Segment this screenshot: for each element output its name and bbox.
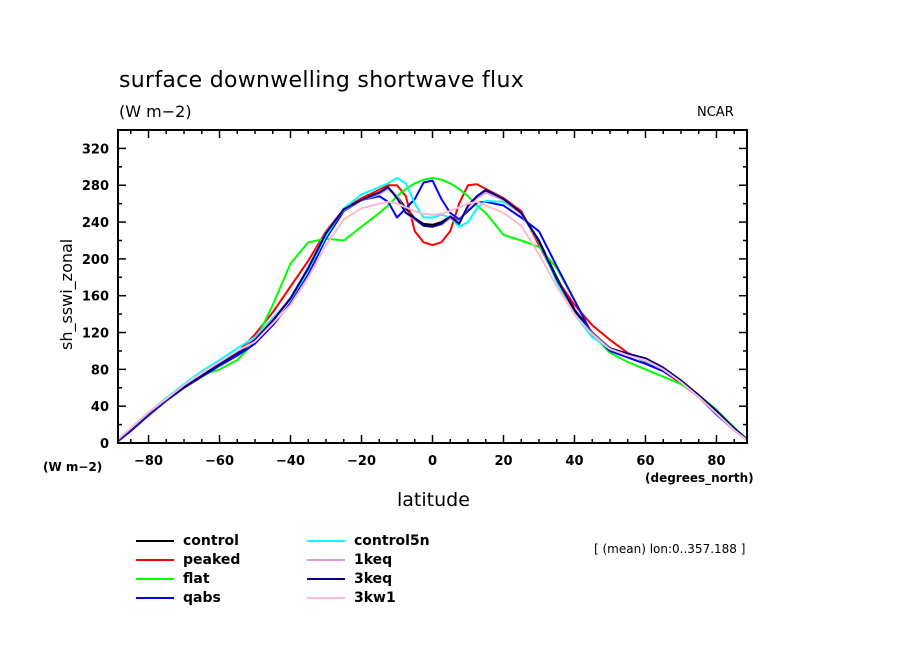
legend-item-peaked: peaked	[136, 551, 240, 569]
series-line-flat	[117, 176, 748, 441]
y-axis-units: (W m−2)	[43, 460, 103, 474]
series-line-peaked	[117, 183, 748, 441]
y-tick-label: 200	[82, 253, 109, 268]
y-tick-label: 0	[100, 437, 109, 452]
legend-swatch	[307, 597, 345, 599]
x-tick-label: −80	[134, 454, 163, 469]
series-line-3kw1	[117, 200, 748, 441]
averaging-note: [ (mean) lon:0..357.188 ]	[594, 542, 746, 556]
y-tick-label: 40	[91, 400, 109, 415]
legend-swatch	[307, 578, 345, 580]
legend-label: peaked	[183, 552, 241, 568]
x-tick-label: 60	[636, 454, 654, 469]
x-tick-label: 80	[707, 454, 725, 469]
legend-swatch	[136, 597, 174, 599]
x-tick-label: 20	[494, 454, 512, 469]
y-tick-label: 280	[82, 179, 109, 194]
y-tick-label: 240	[82, 216, 109, 231]
y-tick-label: 160	[82, 290, 109, 305]
legend-item-1keq: 1keq	[307, 551, 392, 569]
legend-label: flat	[183, 571, 210, 587]
x-tick-label: −20	[347, 454, 376, 469]
series-line-3keq	[117, 186, 748, 441]
x-tick-label: −60	[205, 454, 234, 469]
x-tick-label: 0	[428, 454, 437, 469]
legend-item-flat: flat	[136, 570, 210, 588]
legend-swatch	[136, 559, 174, 561]
x-axis-label: latitude	[397, 489, 470, 511]
legend-swatch	[307, 559, 345, 561]
x-axis-units: (degrees_north)	[645, 471, 754, 485]
legend-label: qabs	[183, 590, 221, 606]
legend-item-qabs: qabs	[136, 589, 221, 607]
legend-label: control5n	[354, 533, 430, 549]
y-tick-label: 320	[82, 142, 109, 157]
legend-item-control5n: control5n	[307, 532, 430, 550]
legend-item-3kw1: 3kw1	[307, 589, 396, 607]
chart-units: (W m−2)	[119, 102, 192, 121]
x-tick-label: 40	[565, 454, 583, 469]
series-line-control5n	[117, 176, 748, 441]
legend-label: 1keq	[354, 552, 393, 568]
chart-title: surface downwelling shortwave flux	[119, 68, 525, 93]
x-tick-label: −40	[276, 454, 305, 469]
legend-label: 3keq	[354, 571, 393, 587]
y-tick-label: 80	[91, 363, 109, 378]
legend-item-3keq: 3keq	[307, 570, 392, 588]
legend-item-control: control	[136, 532, 239, 550]
series-line-qabs	[117, 179, 748, 442]
legend-swatch	[307, 540, 345, 542]
legend-swatch	[136, 578, 174, 580]
legend-swatch	[136, 540, 174, 542]
legend-label: 3kw1	[354, 590, 396, 606]
credit-label: NCAR	[697, 105, 734, 120]
legend-label: control	[183, 533, 239, 549]
y-tick-label: 120	[82, 327, 109, 342]
